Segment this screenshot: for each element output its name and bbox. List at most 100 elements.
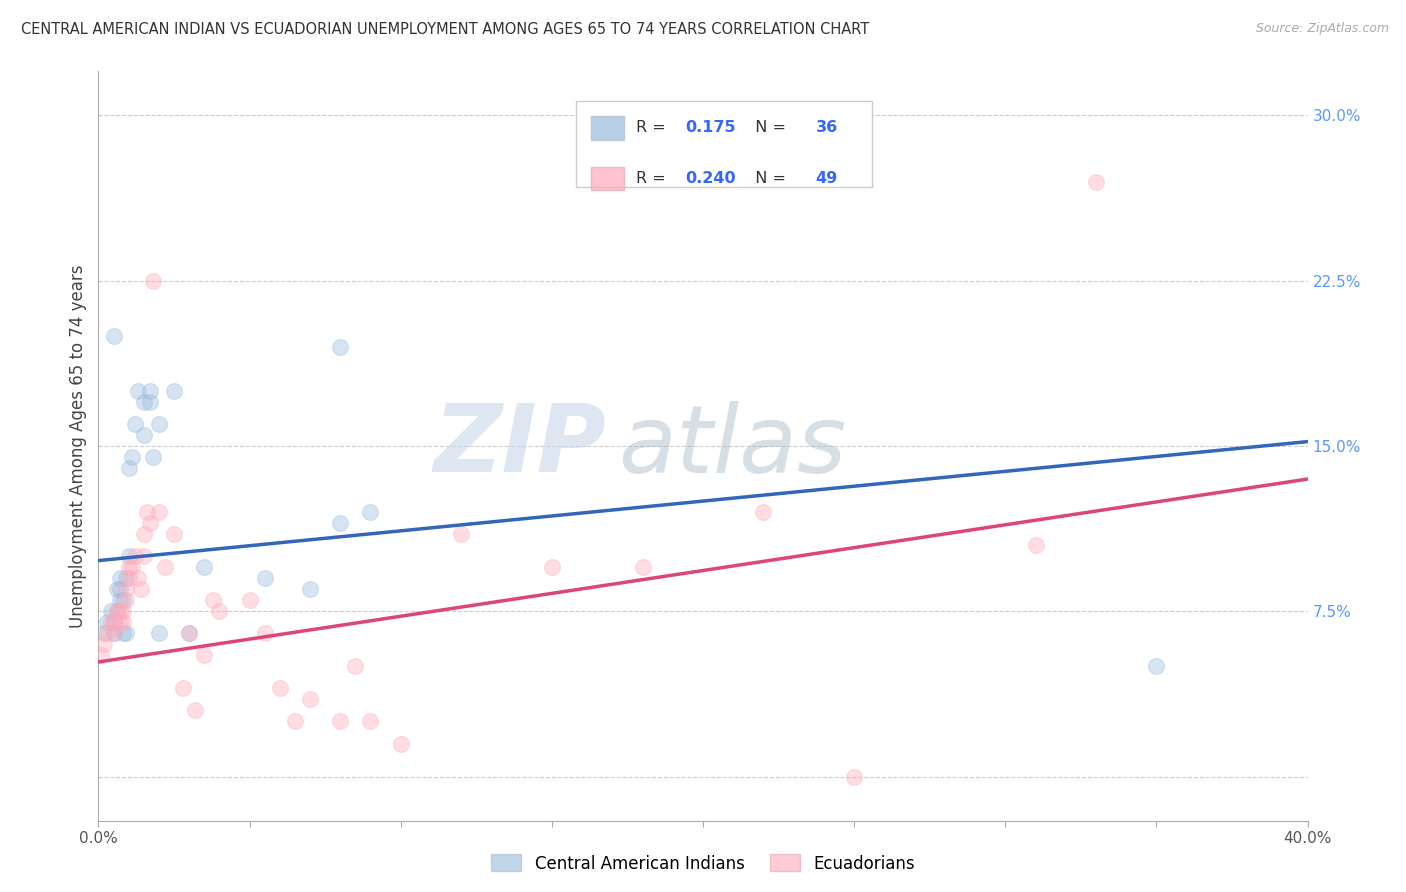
Point	[132, 395, 155, 409]
Point	[100, 604, 122, 618]
Point	[108, 582, 131, 597]
Point	[103, 615, 125, 630]
Point	[105, 604, 128, 618]
Text: 36: 36	[815, 120, 838, 135]
Point	[103, 626, 125, 640]
Point	[111, 593, 134, 607]
Text: 0.175: 0.175	[685, 120, 735, 135]
Point	[93, 626, 115, 640]
Point	[108, 604, 131, 618]
Point	[121, 450, 143, 464]
Point	[844, 770, 866, 784]
Point	[118, 560, 141, 574]
Point	[1024, 538, 1046, 552]
Point	[132, 428, 155, 442]
Point	[139, 516, 162, 530]
Point	[90, 648, 112, 663]
Point	[142, 450, 165, 464]
Point	[450, 527, 472, 541]
Point	[135, 505, 157, 519]
Y-axis label: Unemployment Among Ages 65 to 74 years: Unemployment Among Ages 65 to 74 years	[69, 264, 87, 628]
Text: N =: N =	[745, 120, 792, 135]
Point	[163, 384, 186, 398]
Point	[103, 615, 125, 630]
Text: ZIP: ZIP	[433, 400, 606, 492]
Point	[96, 615, 118, 630]
Legend: Central American Indians, Ecuadorians: Central American Indians, Ecuadorians	[485, 847, 921, 880]
Point	[179, 626, 201, 640]
Point	[100, 615, 122, 630]
Point	[284, 714, 307, 729]
Point	[103, 626, 125, 640]
Point	[108, 571, 131, 585]
Point	[118, 571, 141, 585]
Point	[253, 571, 276, 585]
Text: R =: R =	[637, 171, 672, 186]
Point	[108, 615, 131, 630]
FancyBboxPatch shape	[591, 116, 624, 139]
Point	[114, 626, 136, 640]
Point	[163, 527, 186, 541]
Point	[202, 593, 225, 607]
Text: N =: N =	[745, 171, 792, 186]
Point	[118, 461, 141, 475]
Point	[752, 505, 775, 519]
Point	[329, 714, 352, 729]
Point	[360, 714, 382, 729]
Point	[1144, 659, 1167, 673]
Point	[121, 560, 143, 574]
Point	[114, 593, 136, 607]
Point	[193, 560, 215, 574]
Point	[139, 384, 162, 398]
Point	[127, 384, 149, 398]
Point	[299, 582, 322, 597]
Point	[184, 703, 207, 717]
Point	[124, 549, 146, 564]
Point	[148, 417, 170, 431]
Point	[105, 604, 128, 618]
Point	[208, 604, 231, 618]
Point	[153, 560, 176, 574]
Point	[139, 395, 162, 409]
Point	[118, 549, 141, 564]
Point	[111, 604, 134, 618]
Point	[93, 637, 115, 651]
Text: atlas: atlas	[619, 401, 846, 491]
Text: CENTRAL AMERICAN INDIAN VS ECUADORIAN UNEMPLOYMENT AMONG AGES 65 TO 74 YEARS COR: CENTRAL AMERICAN INDIAN VS ECUADORIAN UN…	[21, 22, 869, 37]
Point	[540, 560, 562, 574]
Point	[239, 593, 262, 607]
Point	[172, 681, 194, 696]
Point	[108, 593, 131, 607]
Text: R =: R =	[637, 120, 672, 135]
Point	[329, 516, 352, 530]
Point	[132, 527, 155, 541]
FancyBboxPatch shape	[576, 102, 872, 187]
Point	[111, 626, 134, 640]
Point	[96, 626, 118, 640]
Point	[269, 681, 291, 696]
Point	[631, 560, 654, 574]
Text: 49: 49	[815, 171, 838, 186]
Point	[105, 582, 128, 597]
Point	[360, 505, 382, 519]
Point	[132, 549, 155, 564]
Point	[148, 626, 170, 640]
Point	[129, 582, 152, 597]
Point	[253, 626, 276, 640]
Point	[1085, 175, 1108, 189]
Point	[103, 328, 125, 343]
Point	[179, 626, 201, 640]
FancyBboxPatch shape	[591, 167, 624, 191]
Point	[148, 505, 170, 519]
Point	[344, 659, 367, 673]
Point	[142, 274, 165, 288]
Point	[193, 648, 215, 663]
Point	[389, 737, 412, 751]
Text: 0.240: 0.240	[685, 171, 735, 186]
Text: Source: ZipAtlas.com: Source: ZipAtlas.com	[1256, 22, 1389, 36]
Point	[124, 417, 146, 431]
Point	[111, 615, 134, 630]
Point	[114, 571, 136, 585]
Point	[299, 692, 322, 706]
Point	[114, 582, 136, 597]
